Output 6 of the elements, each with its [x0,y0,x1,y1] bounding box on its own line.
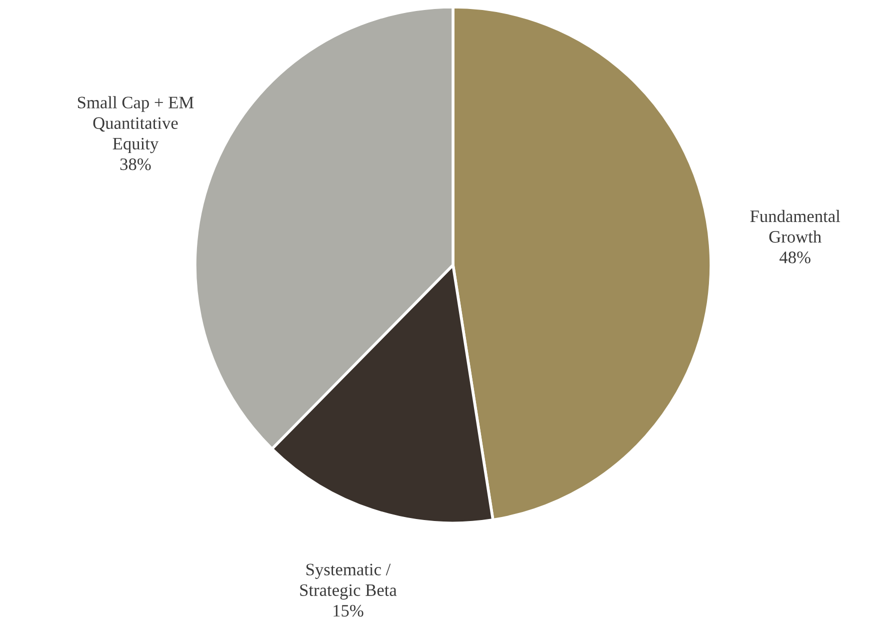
data-label: 38% [120,158,151,170]
slice-label: Small Cap + EM Quantitative Equity [78,96,194,154]
data-label: 48% [780,252,810,264]
data-label: 15% [334,604,364,617]
slice-label: Systematic / Strategic Beta [300,564,397,600]
slice-label: Fundamental Growth [750,210,840,243]
